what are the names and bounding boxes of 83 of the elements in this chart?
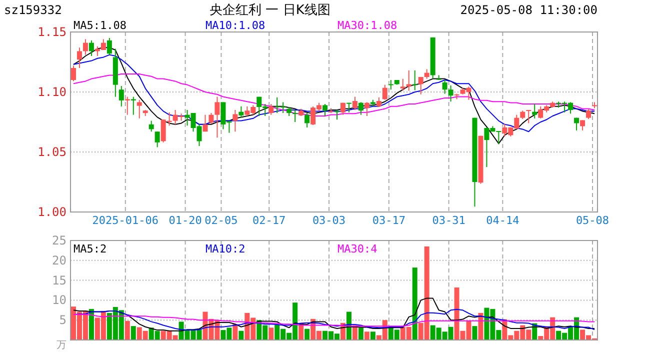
candlestick [322,104,328,116]
text: MA30:1.08 [338,19,398,32]
y-tick-label: 1.10 [38,85,66,99]
x-tick-label: 2025-01-06 [92,214,159,227]
bar [472,326,478,340]
candlestick [76,47,82,68]
candlestick [334,110,340,120]
y-axis-title: 万 [56,340,66,351]
candlestick [388,80,394,90]
candlestick [268,104,274,116]
candlestick [580,120,586,131]
y-tick-label: 5 [59,313,66,328]
candlestick [412,70,418,91]
bar [478,312,484,340]
candlestick [400,78,406,92]
candlestick [238,106,244,118]
candlestick [118,86,124,107]
y-tick-label: 25 [52,234,66,248]
candlestick [442,80,448,94]
bar [232,324,238,340]
candlestick [304,112,310,128]
text: MA30:4 [338,242,378,256]
x-tick-label: 04-14 [486,214,520,227]
candlestick [448,84,454,102]
line-series [72,298,596,332]
candlestick [82,38,88,56]
candlestick [586,108,592,120]
x-tick-label: 03-03 [312,214,346,227]
candlestick [88,40,94,56]
candlestick [358,102,364,116]
candlestick [418,76,424,95]
bar [268,328,274,340]
candlestick [70,65,76,82]
chart-title: 央企红利 一 日K线图 [210,3,330,18]
candlestick [364,102,370,116]
x-tick-label: 02-05 [204,214,238,227]
candlestick [208,112,214,124]
text: sz159332 [4,3,62,17]
series-label: MA5:1.08 [74,19,126,32]
bar [124,320,130,340]
y-tick-label: 15 [52,273,66,288]
candlestick [424,68,430,80]
y-tick-label: 10 [52,293,66,308]
candlestick [154,131,160,148]
y-tick-label: 1.05 [38,145,66,159]
candlestick [526,110,532,124]
candlestick [232,110,238,132]
bar [238,330,244,340]
line-series [72,314,596,327]
x-tick-label: 03-31 [432,214,466,227]
text: MA10:2 [206,242,246,256]
y-tick-label: 1.00 [38,205,66,219]
bar [412,268,418,340]
bar [88,308,94,340]
candlestick [382,84,388,100]
y-tick-label: 1.15 [38,25,66,39]
x-tick-label: 03-17 [372,214,406,227]
candlestick [148,120,154,132]
candlestick [214,96,220,138]
candlestick [292,110,298,122]
bar [304,328,310,340]
bar [370,332,376,340]
candlestick [346,102,352,113]
candlestick [130,96,136,116]
candlestick [352,96,358,110]
candlestick [136,99,142,119]
x-tick-label: 02-17 [252,214,286,227]
text: 2025-05-08 11:30:00 [460,3,598,17]
x-tick-label: 05-08 [576,214,610,227]
candlestick [124,96,130,116]
y-tick-label: 20 [52,253,66,268]
candlestick [406,70,412,92]
candlestick [532,104,538,119]
candlestick [202,114,208,132]
text: MA10:1.08 [206,19,266,32]
x-tick-label: 01-20 [168,214,202,227]
text: MA5:2 [74,242,107,256]
bar [364,332,370,340]
candlestick [574,117,580,131]
bar [358,328,364,340]
candlestick [376,96,382,108]
bar [130,326,136,340]
candlestick [106,38,112,56]
